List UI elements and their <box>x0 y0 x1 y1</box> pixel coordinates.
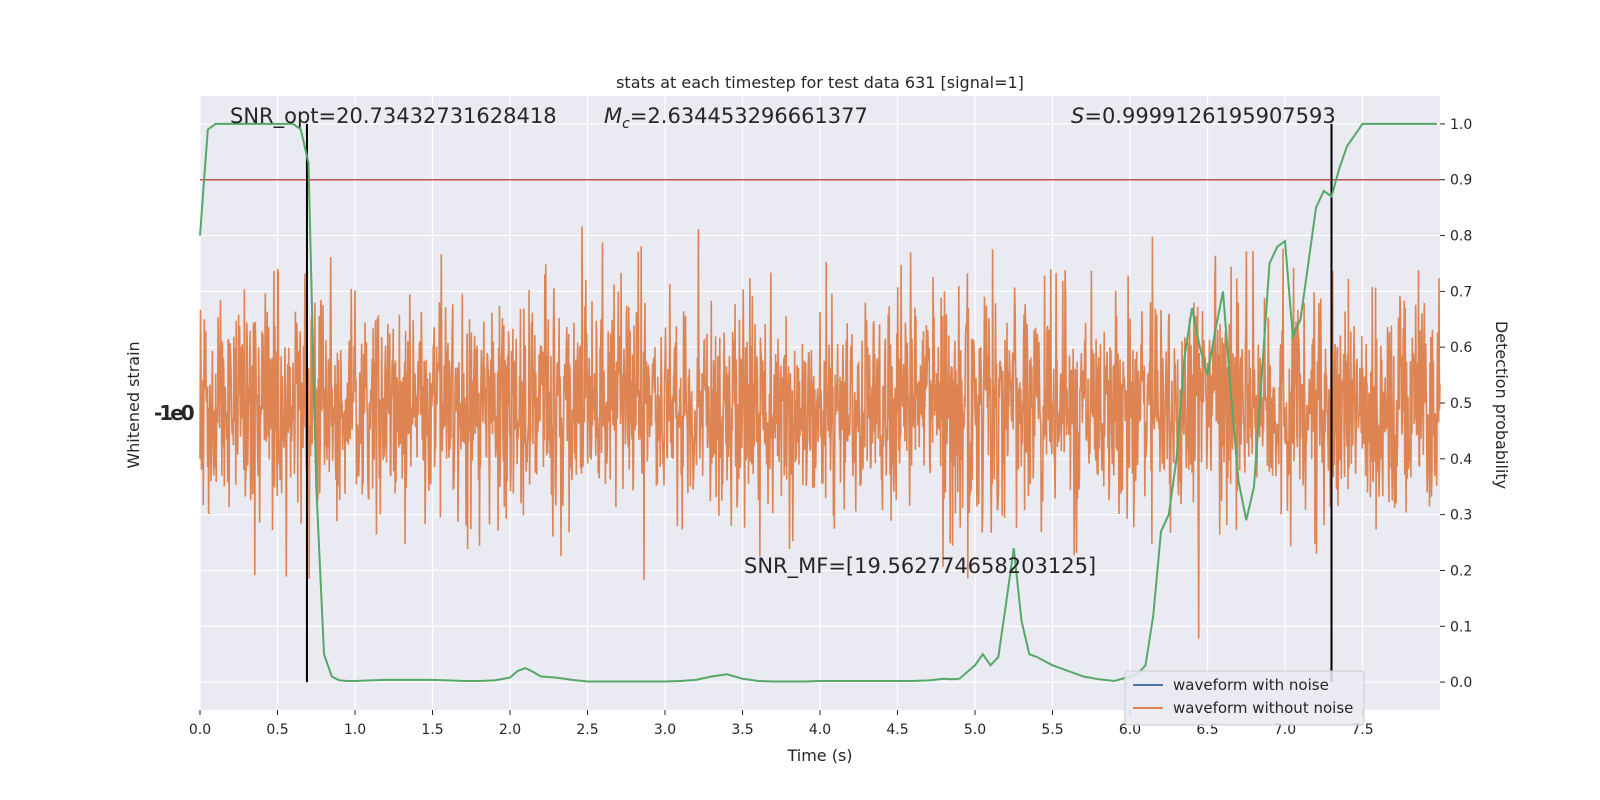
right-tick-label: 1.0 <box>1450 117 1472 133</box>
right-tick-label: 0.7 <box>1450 284 1472 300</box>
x-tick-label: 2.5 <box>576 722 598 738</box>
chirp-mass-annotation: Mc=2.634453296661377 <box>604 104 868 132</box>
left-axis-label: Whitened strain <box>124 341 143 468</box>
snr-opt-annotation: SNR_opt=20.73432731628418 <box>230 104 557 129</box>
right-tick-label: 0.4 <box>1450 452 1472 468</box>
x-tick-label: 3.0 <box>654 722 676 738</box>
waveform-trace <box>199 226 1441 639</box>
x-tick-label: 4.5 <box>886 722 908 738</box>
x-axis-label: Time (s) <box>786 746 852 765</box>
x-tick-label: 7.5 <box>1351 722 1373 738</box>
right-tick-label: 0.5 <box>1450 396 1472 412</box>
legend-box <box>1124 670 1365 726</box>
x-tick-label: 5.0 <box>964 722 986 738</box>
x-tick-label: 0.5 <box>266 722 288 738</box>
x-tick-label: 2.0 <box>499 722 521 738</box>
legend: waveform with noise waveform without noi… <box>1124 670 1365 726</box>
legend-label-with-noise: waveform with noise <box>1173 676 1329 694</box>
x-tick-label: 6.5 <box>1196 722 1218 738</box>
x-tick-label: 4.0 <box>809 722 831 738</box>
snr-mf-annotation: SNR_MF=[19.562774658203125] <box>744 554 1096 579</box>
x-tick-label: 6.0 <box>1119 722 1141 738</box>
right-tick-label: 0.1 <box>1450 619 1472 635</box>
right-axis-ticks: 0.0 0.1 0.2 0.3 0.4 0.5 0.6 0.7 0.8 0.9 1.0 <box>1440 117 1472 691</box>
left-axis-collapsed-ticks: -1e0 <box>154 401 194 425</box>
right-tick-label: 0.0 <box>1450 675 1472 691</box>
x-tick-label: 5.5 <box>1041 722 1063 738</box>
detection-probability-line <box>199 122 1437 683</box>
right-tick-label: 0.2 <box>1450 563 1472 579</box>
x-tick-label: 3.5 <box>731 722 753 738</box>
chart-title: stats at each timestep for test data 631… <box>616 73 1024 92</box>
x-axis-ticks: 0.0 0.5 1.0 1.5 2.0 2.5 3.0 3.5 4.0 4.5 5.0 5.5 6.0 6… <box>189 710 1374 738</box>
right-axis-label: Detection probability <box>1492 321 1511 489</box>
x-tick-label: 0.0 <box>189 722 211 738</box>
x-tick-label: 1.5 <box>421 722 443 738</box>
right-tick-label: 0.9 <box>1450 173 1472 189</box>
x-tick-label: 7.0 <box>1274 722 1296 738</box>
overlay-lines <box>200 123 1440 683</box>
right-tick-label: 0.8 <box>1450 229 1472 245</box>
right-tick-label: 0.6 <box>1450 340 1472 356</box>
legend-label-without-noise: waveform without noise <box>1173 699 1353 717</box>
waveform-without-noise-series <box>199 226 1441 639</box>
s-value-annotation: S=0.9999126195907593 <box>1071 104 1336 128</box>
x-tick-label: 1.0 <box>344 722 366 738</box>
right-tick-label: 0.3 <box>1450 508 1472 524</box>
